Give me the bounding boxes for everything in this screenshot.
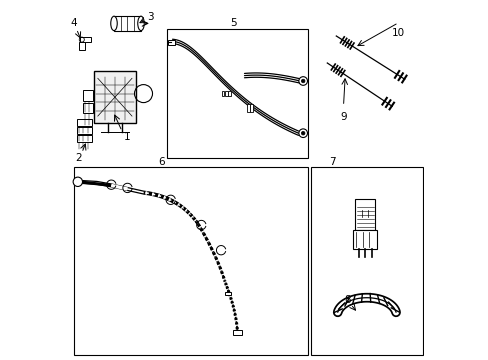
Bar xyxy=(83,103,93,113)
Text: 10: 10 xyxy=(391,28,405,39)
Text: 3: 3 xyxy=(146,12,153,22)
Bar xyxy=(77,135,92,142)
Bar xyxy=(222,91,224,96)
Bar xyxy=(77,119,92,126)
Text: 1: 1 xyxy=(124,132,131,142)
Text: 9: 9 xyxy=(340,112,346,122)
Circle shape xyxy=(301,131,305,135)
Circle shape xyxy=(298,129,307,138)
Bar xyxy=(250,104,253,112)
Circle shape xyxy=(73,177,82,186)
Text: 6: 6 xyxy=(158,157,164,167)
Bar xyxy=(310,167,422,355)
Bar xyxy=(358,200,371,209)
Bar xyxy=(354,199,374,230)
Bar xyxy=(224,292,231,295)
Bar xyxy=(167,29,307,158)
Bar xyxy=(353,230,376,249)
Bar xyxy=(79,42,84,50)
Circle shape xyxy=(301,79,305,83)
Ellipse shape xyxy=(138,16,144,31)
Text: 5: 5 xyxy=(230,18,237,28)
Circle shape xyxy=(298,77,307,85)
Text: 4: 4 xyxy=(70,18,77,28)
Bar xyxy=(224,91,227,96)
Text: 2: 2 xyxy=(75,153,81,163)
Text: 8: 8 xyxy=(344,294,350,305)
Ellipse shape xyxy=(111,16,117,31)
Bar xyxy=(80,37,91,42)
Bar xyxy=(168,40,174,45)
Bar xyxy=(232,330,241,335)
Text: 7: 7 xyxy=(329,157,335,167)
Bar xyxy=(73,167,307,355)
Bar xyxy=(94,71,135,123)
Bar xyxy=(246,104,249,112)
Bar xyxy=(114,16,141,31)
Bar xyxy=(77,127,92,134)
Bar xyxy=(83,90,93,101)
Bar xyxy=(228,91,230,96)
